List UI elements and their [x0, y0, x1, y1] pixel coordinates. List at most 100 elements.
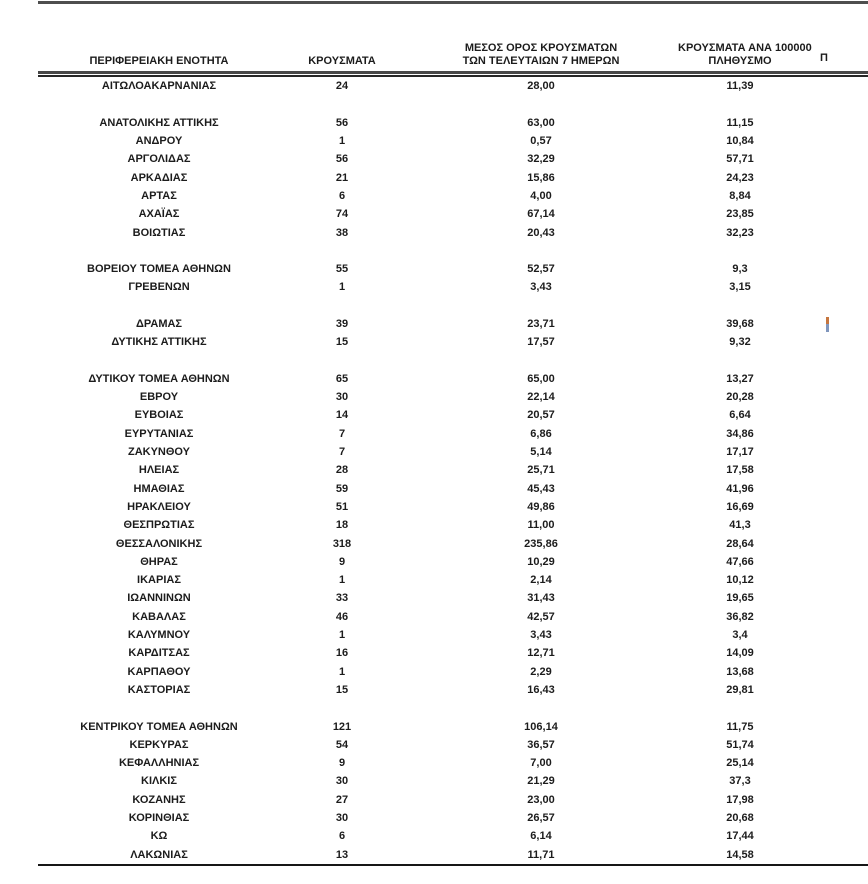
table-row: ΕΒΡΟΥ 30 22,14 20,28: [38, 388, 868, 406]
cell-cases: 38: [335, 226, 349, 239]
cell-per100k: 32,23: [726, 226, 754, 239]
cell-avg7: 3,43: [530, 629, 552, 642]
cell-per100k: 37,3: [729, 775, 751, 788]
cell-cases: 121: [332, 720, 352, 733]
table-row: ΔΥΤΙΚΗΣ ΑΤΤΙΚΗΣ 15 17,57 9,32: [38, 333, 868, 351]
table-row: ΕΥΡΥΤΑΝΙΑΣ 7 6,86 34,86: [38, 425, 868, 443]
cell-cases: 1: [338, 574, 346, 587]
cell-cases: 9: [338, 757, 346, 770]
cell-region: ΕΥΡΥΤΑΝΙΑΣ: [124, 427, 194, 440]
cell-cases: 15: [335, 683, 349, 696]
cell-cases: 65: [335, 372, 349, 385]
cell-region: ΚΑΛΥΜΝΟΥ: [127, 629, 191, 642]
cell-per100k: 9,32: [729, 336, 751, 349]
cell-per100k: 11,15: [726, 116, 754, 129]
cell-region: ΚΑΣΤΟΡΙΑΣ: [127, 683, 191, 696]
cell-region: ΖΑΚΥΝΘΟΥ: [127, 446, 191, 459]
cell-region: ΒΟΡΕΙΟΥ ΤΟΜΕΑ ΑΘΗΝΩΝ: [87, 263, 231, 276]
table-row: ΚΟΡΙΝΘΙΑΣ 30 26,57 20,68: [38, 809, 868, 827]
cell-per100k: 8,84: [729, 189, 751, 202]
cell-avg7: 31,43: [527, 592, 555, 605]
cell-per100k: 11,39: [726, 80, 754, 93]
cell-per100k: 36,82: [726, 610, 754, 623]
cell-per100k: 47,66: [726, 555, 754, 568]
table-body: ΑΙΤΩΛΟΑΚΑΡΝΑΝΙΑΣ 24 28,00 11,39 ΑΝΑΤΟΛΙΚ…: [38, 77, 868, 864]
clipped-edge-graphic-fragment: [826, 316, 829, 332]
cell-cases: 54: [335, 738, 349, 751]
cell-avg7: 11,71: [527, 848, 555, 861]
cell-avg7: 2,14: [530, 574, 552, 587]
table-row: ΚΕΡΚΥΡΑΣ 54 36,57 51,74: [38, 736, 868, 754]
cell-region: ΓΡΕΒΕΝΩΝ: [128, 281, 190, 294]
column-header-per100k: ΚΡΟΥΣΜΑΤΑ ΑΝΑ 100000 ΠΛΗΘΥΣΜΟ: [678, 42, 812, 71]
cell-cases: 33: [335, 592, 349, 605]
table-row: ΖΑΚΥΝΘΟΥ 7 5,14 17,17: [38, 443, 868, 461]
cell-avg7: 23,00: [527, 793, 555, 806]
cell-cases: 1: [338, 665, 346, 678]
cell-avg7: 20,43: [527, 226, 555, 239]
cell-region: ΘΗΡΑΣ: [140, 555, 178, 568]
cell-cases: 28: [335, 464, 349, 477]
cell-region: ΚΙΛΚΙΣ: [141, 775, 177, 788]
cell-avg7: 23,71: [527, 318, 555, 330]
table-row: ΑΡΤΑΣ 6 4,00 8,84: [38, 187, 868, 205]
cell-cases: 27: [335, 793, 349, 806]
cell-per100k: 11,75: [726, 720, 754, 733]
table-row: ΘΕΣΣΑΛΟΝΙΚΗΣ 318 235,86 28,64: [38, 534, 868, 552]
cell-region: ΗΡΑΚΛΕΙΟΥ: [127, 500, 191, 513]
table-spacer-row: [38, 95, 868, 113]
table-row: ΔΡΑΜΑΣ 39 23,71 39,68: [38, 315, 868, 333]
column-header-cases: ΚΡΟΥΣΜΑΤΑ: [280, 55, 404, 71]
cell-per100k: 57,71: [726, 153, 754, 166]
cell-region: ΛΑΚΩΝΙΑΣ: [130, 848, 188, 861]
cell-region: ΚΕΡΚΥΡΑΣ: [129, 738, 189, 751]
cell-per100k: 20,68: [726, 812, 754, 825]
cell-cases: 1: [338, 281, 346, 294]
cell-cases: 56: [335, 116, 349, 129]
cell-per100k: 6,64: [729, 409, 751, 422]
cell-region: ΙΚΑΡΙΑΣ: [137, 574, 181, 587]
cell-region: ΕΒΡΟΥ: [139, 391, 179, 404]
cell-avg7: 6,14: [530, 830, 552, 843]
table-row: ΚΩ 6 6,14 17,44: [38, 827, 868, 845]
cell-avg7: 20,57: [527, 409, 555, 422]
cell-per100k: 19,65: [726, 592, 754, 605]
cell-region: ΚΕΝΤΡΙΚΟΥ ΤΟΜΕΑ ΑΘΗΝΩΝ: [80, 720, 238, 733]
table-row: ΗΡΑΚΛΕΙΟΥ 51 49,86 16,69: [38, 498, 868, 516]
cell-cases: 15: [335, 336, 349, 349]
cell-cases: 1: [338, 135, 346, 148]
cell-per100k: 25,14: [726, 757, 754, 770]
cell-region: ΕΥΒΟΙΑΣ: [134, 409, 184, 422]
cell-cases: 9: [338, 555, 346, 568]
cell-per100k: 41,3: [729, 519, 751, 532]
cell-cases: 24: [335, 80, 349, 93]
column-header-region-label: ΠΕΡΙΦΕΡΕΙΑΚΗ ΕΝΟΤΗΤΑ: [89, 55, 229, 67]
table-row: ΔΥΤΙΚΟΥ ΤΟΜΕΑ ΑΘΗΝΩΝ 65 65,00 13,27: [38, 370, 868, 388]
cell-per100k: 39,68: [726, 318, 754, 330]
cell-region: ΗΜΑΘΙΑΣ: [133, 482, 185, 495]
table-spacer-row: [38, 242, 868, 260]
column-header-avg7-line1: ΜΕΣΟΣ ΟΡΟΣ ΚΡΟΥΣΜΑΤΩΝ: [464, 42, 618, 54]
cell-avg7: 15,86: [527, 171, 555, 184]
cell-per100k: 3,4: [732, 629, 748, 642]
top-horizontal-rule: [38, 1, 868, 4]
header-double-rule: [38, 71, 868, 77]
cell-avg7: 26,57: [527, 812, 555, 825]
column-header-per100k-line1: ΚΡΟΥΣΜΑΤΑ ΑΝΑ 100000: [678, 42, 812, 54]
report-table: ΠΕΡΙΦΕΡΕΙΑΚΗ ΕΝΟΤΗΤΑ ΚΡΟΥΣΜΑΤΑ ΜΕΣΟΣ ΟΡΟ…: [38, 0, 868, 866]
table-spacer-row: [38, 351, 868, 369]
cell-region: ΚΕΦΑΛΛΗΝΙΑΣ: [118, 757, 200, 770]
cell-region: ΔΥΤΙΚΗΣ ΑΤΤΙΚΗΣ: [111, 336, 207, 349]
table-row: ΚΙΛΚΙΣ 30 21,29 37,3: [38, 772, 868, 790]
cell-cases: 46: [335, 610, 349, 623]
fragment-top-color: [826, 316, 829, 324]
table-row: ΚΑΣΤΟΡΙΑΣ 15 16,43 29,81: [38, 681, 868, 699]
cell-per100k: 17,44: [726, 830, 754, 843]
cell-region: ΚΑΡΔΙΤΣΑΣ: [128, 647, 190, 660]
cell-avg7: 235,86: [524, 537, 558, 550]
cell-cases: 21: [335, 171, 349, 184]
table-row: ΗΛΕΙΑΣ 28 25,71 17,58: [38, 461, 868, 479]
cell-cases: 59: [335, 482, 349, 495]
cell-avg7: 22,14: [527, 391, 555, 404]
table-row: ΛΑΚΩΝΙΑΣ 13 11,71 14,58: [38, 845, 868, 863]
